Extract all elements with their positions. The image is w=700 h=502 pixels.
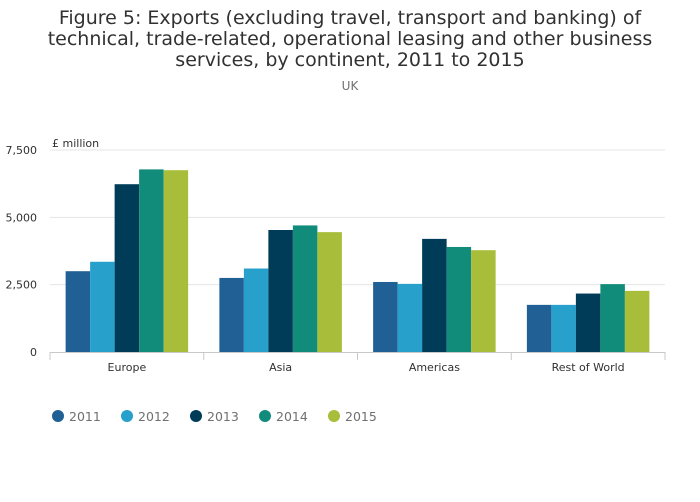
y-tick-label: 0 (30, 346, 37, 359)
x-axis: Europe Asia Americas Rest of World (49, 352, 666, 374)
legend-swatch[interactable] (259, 410, 271, 422)
bar-2013-rest-of-world[interactable] (575, 293, 601, 352)
legend-swatch[interactable] (328, 410, 340, 422)
legend: 2011 2012 2013 2014 2015 (52, 409, 377, 424)
y-tick-label: 7,500 (6, 144, 38, 157)
y-axis-label: £ million (52, 137, 99, 150)
bar-2012-europe[interactable] (90, 261, 115, 352)
bar-2013-asia[interactable] (268, 229, 293, 352)
legend-label[interactable]: 2013 (207, 409, 239, 424)
chart-subtitle: UK (341, 79, 359, 93)
legend-swatch[interactable] (52, 410, 64, 422)
legend-label[interactable]: 2014 (276, 409, 308, 424)
bar-2011-asia[interactable] (219, 277, 244, 352)
legend-swatch[interactable] (121, 410, 133, 422)
bar-2011-rest-of-world[interactable] (526, 304, 552, 352)
y-axis-ticks: 0 2,500 5,000 7,500 (6, 144, 38, 359)
x-tick-label: Rest of World (552, 361, 625, 374)
bars (65, 169, 650, 352)
bar-2015-rest-of-world[interactable] (624, 290, 650, 352)
bar-2012-rest-of-world[interactable] (551, 304, 576, 352)
x-tick-label: Europe (108, 361, 147, 374)
legend-label[interactable]: 2012 (138, 409, 170, 424)
bar-2012-americas[interactable] (397, 283, 423, 352)
legend-swatch[interactable] (190, 410, 202, 422)
bar-2014-europe[interactable] (139, 169, 164, 352)
bar-2011-americas[interactable] (373, 281, 398, 352)
bar-2011-europe[interactable] (65, 271, 91, 352)
bar-2014-americas[interactable] (446, 246, 472, 352)
x-tick-label: Asia (269, 361, 292, 374)
bar-2012-asia[interactable] (243, 268, 269, 352)
bar-2015-asia[interactable] (317, 232, 342, 352)
bar-2013-europe[interactable] (114, 184, 140, 352)
bar-2015-europe[interactable] (163, 170, 189, 352)
legend-label[interactable]: 2015 (345, 409, 377, 424)
chart-title: Figure 5: Exports (excluding travel, tra… (47, 7, 653, 71)
y-tick-label: 5,000 (6, 211, 38, 224)
bar-2015-americas[interactable] (471, 250, 496, 352)
legend-label[interactable]: 2011 (69, 409, 101, 424)
bar-2014-asia[interactable] (292, 225, 318, 352)
bar-2014-rest-of-world[interactable] (600, 284, 625, 352)
y-tick-label: 2,500 (6, 279, 38, 292)
bar-2013-americas[interactable] (422, 238, 447, 352)
x-tick-label: Americas (409, 361, 460, 374)
